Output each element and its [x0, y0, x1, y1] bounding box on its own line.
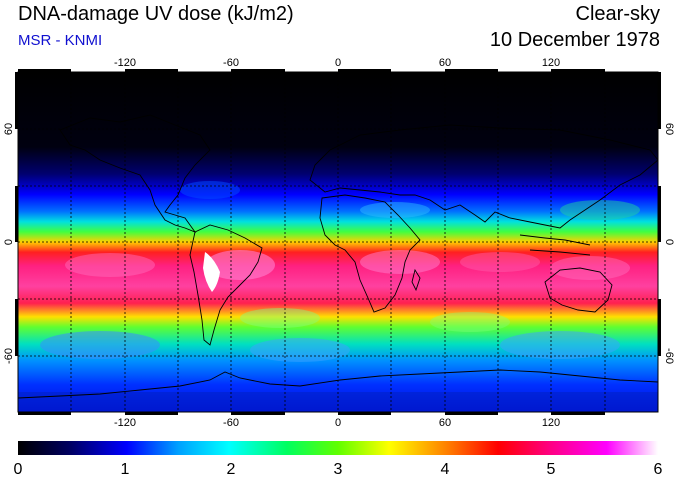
colorbar-label: 1 — [121, 461, 130, 478]
coastline-south-america — [189, 224, 263, 346]
colorbar-label: 0 — [14, 461, 23, 478]
lon-label-top: 0 — [335, 57, 341, 69]
coastline-africa — [319, 194, 421, 313]
coastline-europe-asia — [309, 124, 658, 229]
map-frame — [15, 69, 661, 415]
uv-peak-andes — [203, 252, 220, 292]
lat-label-left: 0 — [3, 239, 15, 245]
lon-label-top: 120 — [542, 57, 560, 69]
graticule — [18, 72, 658, 412]
coastline-indonesia — [519, 234, 591, 256]
map-title: DNA-damage UV dose (kJ/m2) — [18, 3, 294, 25]
lat-label-right: 0 — [663, 239, 675, 245]
colorbar-label: 2 — [227, 461, 236, 478]
source-label: MSR - KNMI — [18, 32, 103, 49]
lon-label-top: -60 — [223, 57, 239, 69]
lon-label-top: -120 — [114, 57, 136, 69]
colorbar-label: 6 — [654, 461, 663, 478]
colorbar-label: 4 — [441, 461, 450, 478]
coastline-antarctica — [18, 369, 658, 399]
lat-label-left: 60 — [3, 123, 15, 135]
lat-label-right: 60 — [663, 123, 675, 135]
lon-label-bottom: 120 — [542, 417, 560, 429]
date-label: 10 December 1978 — [489, 29, 660, 51]
sky-condition-label: Clear-sky — [575, 3, 660, 25]
colorbar — [18, 441, 658, 455]
coastline-madagascar — [411, 268, 421, 292]
lon-label-bottom: 60 — [439, 417, 451, 429]
lat-label-left: -60 — [3, 348, 15, 364]
colorbar-label: 5 — [547, 461, 556, 478]
coastline-north-america — [59, 114, 211, 233]
lon-label-bottom: -60 — [223, 417, 239, 429]
lat-label-right: -60 — [663, 348, 675, 364]
lon-label-bottom: 0 — [335, 417, 341, 429]
coastlines — [18, 114, 658, 399]
coastline-australia — [544, 267, 613, 313]
lon-label-bottom: -120 — [114, 417, 136, 429]
lon-label-top: 60 — [439, 57, 451, 69]
colorbar-label: 3 — [334, 461, 343, 478]
